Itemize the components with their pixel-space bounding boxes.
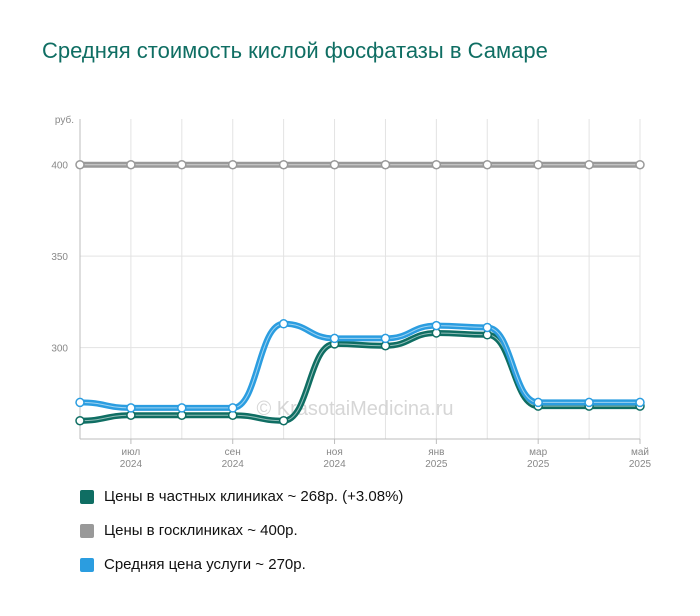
legend-item[interactable]: Цены в госклиниках ~ 400р. [80,521,403,555]
line-chart: © KrasotaiMedicina.ru руб.300350400июл20… [51,114,651,470]
data-point[interactable] [177,403,187,413]
y-tick-label: 400 [51,161,68,172]
legend-swatch [80,490,94,504]
x-tick-label-month: мар [529,447,547,458]
y-tick-label: 350 [51,252,68,263]
data-point[interactable] [380,333,391,344]
x-tick-label-year: 2024 [120,459,143,470]
legend-item[interactable]: Цены в частных клиниках ~ 268р. (+3.08%) [80,487,403,521]
data-point[interactable] [75,415,85,426]
legend-label: Средняя цена услуги ~ 270р. [104,556,306,573]
data-point[interactable] [278,319,289,329]
data-point[interactable] [635,159,645,170]
data-point[interactable] [227,403,238,413]
legend-swatch [80,558,94,572]
x-tick-label-month: июл [122,447,141,458]
data-point[interactable] [584,397,594,408]
x-tick-label-year: 2025 [425,459,448,470]
legend-label: Цены в частных клиниках ~ 268р. (+3.08%) [104,488,404,505]
x-tick-label-year: 2024 [323,459,346,470]
data-point[interactable] [431,320,442,331]
y-axis-unit: руб. [55,114,74,126]
data-point[interactable] [227,159,238,170]
data-point[interactable] [75,397,85,408]
data-point[interactable] [329,159,340,170]
data-point[interactable] [533,397,543,408]
chart-title: Средняя стоимость кислой фосфатазы в Сам… [42,38,548,63]
x-tick-label-year: 2025 [629,459,652,470]
tick-labels: руб.300350400июл2024сен2024ноя2024янв202… [51,114,651,470]
x-tick-label-month: ноя [326,447,343,458]
data-point[interactable] [533,159,543,170]
data-point[interactable] [482,322,493,333]
x-tick-label-year: 2024 [222,459,245,470]
data-point[interactable] [380,159,391,170]
data-point[interactable] [278,415,289,426]
data-point[interactable] [584,159,594,170]
data-point[interactable] [126,403,136,413]
data-point[interactable] [482,159,493,170]
watermark: © KrasotaiMedicina.ru [256,398,453,420]
data-point[interactable] [278,159,289,170]
legend-swatch [80,524,94,538]
series-3 [75,319,645,413]
legend: Цены в частных клиниках ~ 268р. (+3.08%)… [80,487,403,589]
x-tick-label-month: май [631,447,649,458]
series-1 [75,159,645,170]
x-tick-label-year: 2025 [527,459,550,470]
data-point[interactable] [431,159,442,170]
data-point[interactable] [75,159,85,170]
x-tick-label-month: сен [225,447,241,458]
legend-item[interactable]: Средняя цена услуги ~ 270р. [80,555,403,589]
axes [79,119,641,444]
series-layer [75,159,645,426]
data-point[interactable] [329,333,340,344]
x-tick-label-month: янв [428,447,444,458]
data-point[interactable] [177,159,187,170]
data-point[interactable] [635,397,645,408]
y-tick-label: 300 [51,344,68,355]
series-line [77,320,643,411]
legend-label: Цены в госклиниках ~ 400р. [104,522,298,539]
data-point[interactable] [126,159,136,170]
